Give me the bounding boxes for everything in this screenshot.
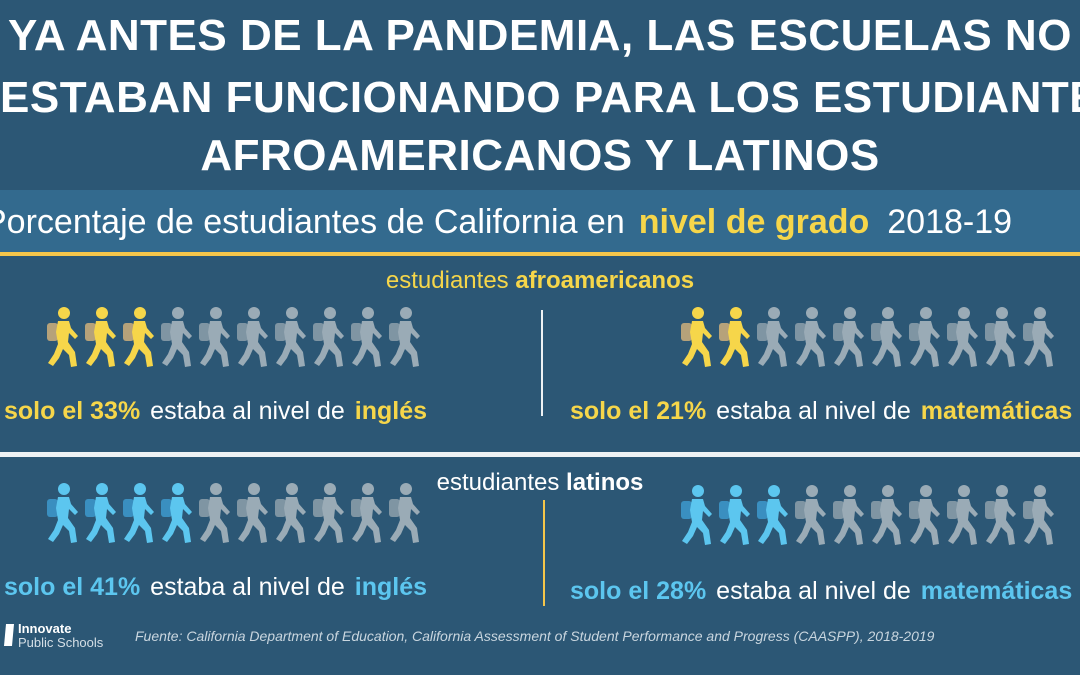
stat-subject: matemáticas (920, 577, 1073, 605)
stat-latino-math: solo el 28% estaba al nivel de matemáticas (570, 575, 1072, 607)
walking-student-icon (947, 307, 978, 367)
group-label-prefix: estudiantes (436, 469, 560, 496)
group-label-bold: afroamericanos (515, 267, 695, 294)
innovate-logo: Innovate Public Schools (4, 622, 103, 650)
group-label-latinos: estudiantes latinos (0, 468, 1080, 498)
walking-student-icon (313, 483, 344, 543)
walking-student-icon (123, 307, 154, 367)
subtitle: Porcentaje de estudiantes de California … (0, 200, 1080, 244)
walking-student-icon (719, 307, 750, 367)
title-line-2: ESTABAN FUNCIONANDO PARA LOS ESTUDIANTES (0, 73, 1080, 122)
walking-student-icon (757, 307, 788, 367)
walking-student-icon (389, 483, 420, 543)
walking-student-icon (351, 483, 382, 543)
stat-latino-english: solo el 41% estaba al nivel de inglés (4, 571, 427, 603)
walking-student-icon (681, 307, 712, 367)
walking-student-icon (985, 485, 1016, 545)
walking-student-icon (85, 307, 116, 367)
walking-student-icon (85, 483, 116, 543)
walking-student-icon (833, 307, 864, 367)
walking-student-icon (833, 485, 864, 545)
walking-student-icon (795, 485, 826, 545)
title-line-3: AFROAMERICANOS Y LATINOS (200, 131, 880, 180)
group-label-bold: latinos (566, 469, 644, 496)
walking-student-icon (795, 307, 826, 367)
walking-student-icon (389, 307, 420, 367)
figure-row (42, 306, 422, 368)
stat-middle: estaba al nivel de (716, 577, 911, 605)
walking-student-icon (757, 485, 788, 545)
walking-student-icon (199, 307, 230, 367)
figure-row (42, 482, 422, 544)
stat-percentage: solo el 33% (4, 397, 141, 425)
walking-student-icon (199, 483, 230, 543)
stat-subject: inglés (354, 397, 428, 425)
walking-student-icon (719, 485, 750, 545)
logo-line-2: Public Schools (18, 635, 104, 650)
walking-student-icon (909, 307, 940, 367)
figure-row (676, 306, 1056, 368)
group-label-afroamericanos: estudiantes afroamericanos (0, 266, 1080, 296)
walking-student-icon (275, 307, 306, 367)
walking-student-icon (351, 307, 382, 367)
logo-line-1: Innovate (18, 621, 72, 636)
walking-student-icon (1023, 485, 1054, 545)
subtitle-highlight: nivel de grado (638, 203, 870, 241)
walking-student-icon (947, 485, 978, 545)
subtitle-band (0, 190, 1080, 254)
walking-student-icon (47, 483, 78, 543)
section-separator (0, 452, 1080, 457)
vertical-divider (543, 500, 545, 606)
walking-student-icon (681, 485, 712, 545)
walking-student-icon (237, 483, 268, 543)
walking-student-icon (985, 307, 1016, 367)
stat-subject: inglés (354, 573, 428, 601)
walking-student-icon (161, 307, 192, 367)
walking-student-icon (161, 483, 192, 543)
title-line-1: YA ANTES DE LA PANDEMIA, LAS ESCUELAS NO (8, 11, 1072, 60)
walking-student-icon (313, 307, 344, 367)
walking-student-icon (871, 485, 902, 545)
walking-student-icon (237, 307, 268, 367)
walking-student-icon (1023, 307, 1054, 367)
stat-middle: estaba al nivel de (150, 573, 345, 601)
source-citation: Fuente: California Department of Educati… (135, 628, 935, 644)
subtitle-year: 2018-19 (887, 203, 1013, 241)
innovate-logo-mark (4, 624, 14, 646)
stat-percentage: solo el 28% (570, 577, 707, 605)
group-label-prefix: estudiantes (385, 267, 509, 294)
stat-middle: estaba al nivel de (716, 397, 911, 425)
walking-student-icon (47, 307, 78, 367)
stat-afro-math: solo el 21% estaba al nivel de matemáticas (570, 395, 1072, 427)
subtitle-prefix: Porcentaje de estudiantes de California … (0, 203, 625, 241)
stat-subject: matemáticas (920, 397, 1073, 425)
stat-percentage: solo el 21% (570, 397, 707, 425)
vertical-divider (541, 310, 543, 416)
walking-student-icon (909, 485, 940, 545)
walking-student-icon (871, 307, 902, 367)
subtitle-underline (0, 252, 1080, 256)
figure-row (676, 484, 1056, 546)
stat-afro-english: solo el 33% estaba al nivel de inglés (4, 395, 427, 427)
stat-middle: estaba al nivel de (150, 397, 345, 425)
walking-student-icon (275, 483, 306, 543)
walking-student-icon (123, 483, 154, 543)
stat-percentage: solo el 41% (4, 573, 141, 601)
